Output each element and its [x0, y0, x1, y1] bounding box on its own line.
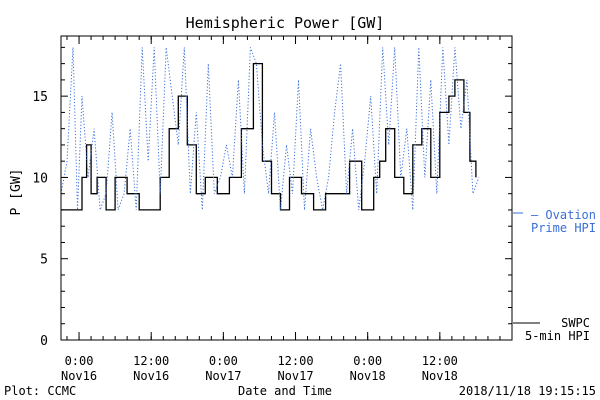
legend-label-swpc: 5-min HPI — [525, 329, 590, 343]
x-tick-label-time: 0:00 — [353, 354, 382, 368]
x-tick-label-date: Nov18 — [422, 369, 458, 383]
plot-area — [61, 47, 480, 211]
y-tick-label: 10 — [32, 171, 48, 186]
x-tick-label-time: 12:00 — [422, 354, 458, 368]
axes: 0510150:00Nov1612:00Nov160:00Nov1712:00N… — [32, 35, 513, 383]
y-tick-label: 0 — [40, 334, 48, 349]
footer-credit: Plot: CCMC — [4, 384, 76, 398]
y-axis-label: P [GW] — [9, 169, 24, 216]
footer-timestamp: 2018/11/18 19:15:15 — [459, 384, 596, 398]
x-tick-label-date: Nov17 — [205, 369, 241, 383]
x-tick-label-time: 0:00 — [209, 354, 238, 368]
x-tick-label-time: 12:00 — [133, 354, 169, 368]
y-tick-label: 15 — [32, 90, 48, 105]
legend-label-ovation: Prime HPI — [531, 221, 596, 235]
x-tick-label-date: Nov16 — [133, 369, 169, 383]
x-axis-label: Date and Time — [238, 384, 332, 398]
legend-label-swpc: SWPC — [561, 316, 590, 330]
x-tick-label-date: Nov16 — [61, 369, 97, 383]
x-tick-label-time: 0:00 — [65, 354, 94, 368]
plot-frame — [60, 35, 513, 341]
x-tick-label-date: Nov18 — [350, 369, 386, 383]
series-line-swpc — [61, 62, 477, 211]
x-tick-label-date: Nov17 — [277, 369, 313, 383]
legend-label-ovation: — Ovation — [531, 208, 596, 222]
series-line-ovation — [61, 47, 480, 211]
y-tick-label: 5 — [40, 253, 48, 268]
x-tick-label-time: 12:00 — [277, 354, 313, 368]
chart-title: Hemispheric Power [GW] — [186, 14, 385, 32]
